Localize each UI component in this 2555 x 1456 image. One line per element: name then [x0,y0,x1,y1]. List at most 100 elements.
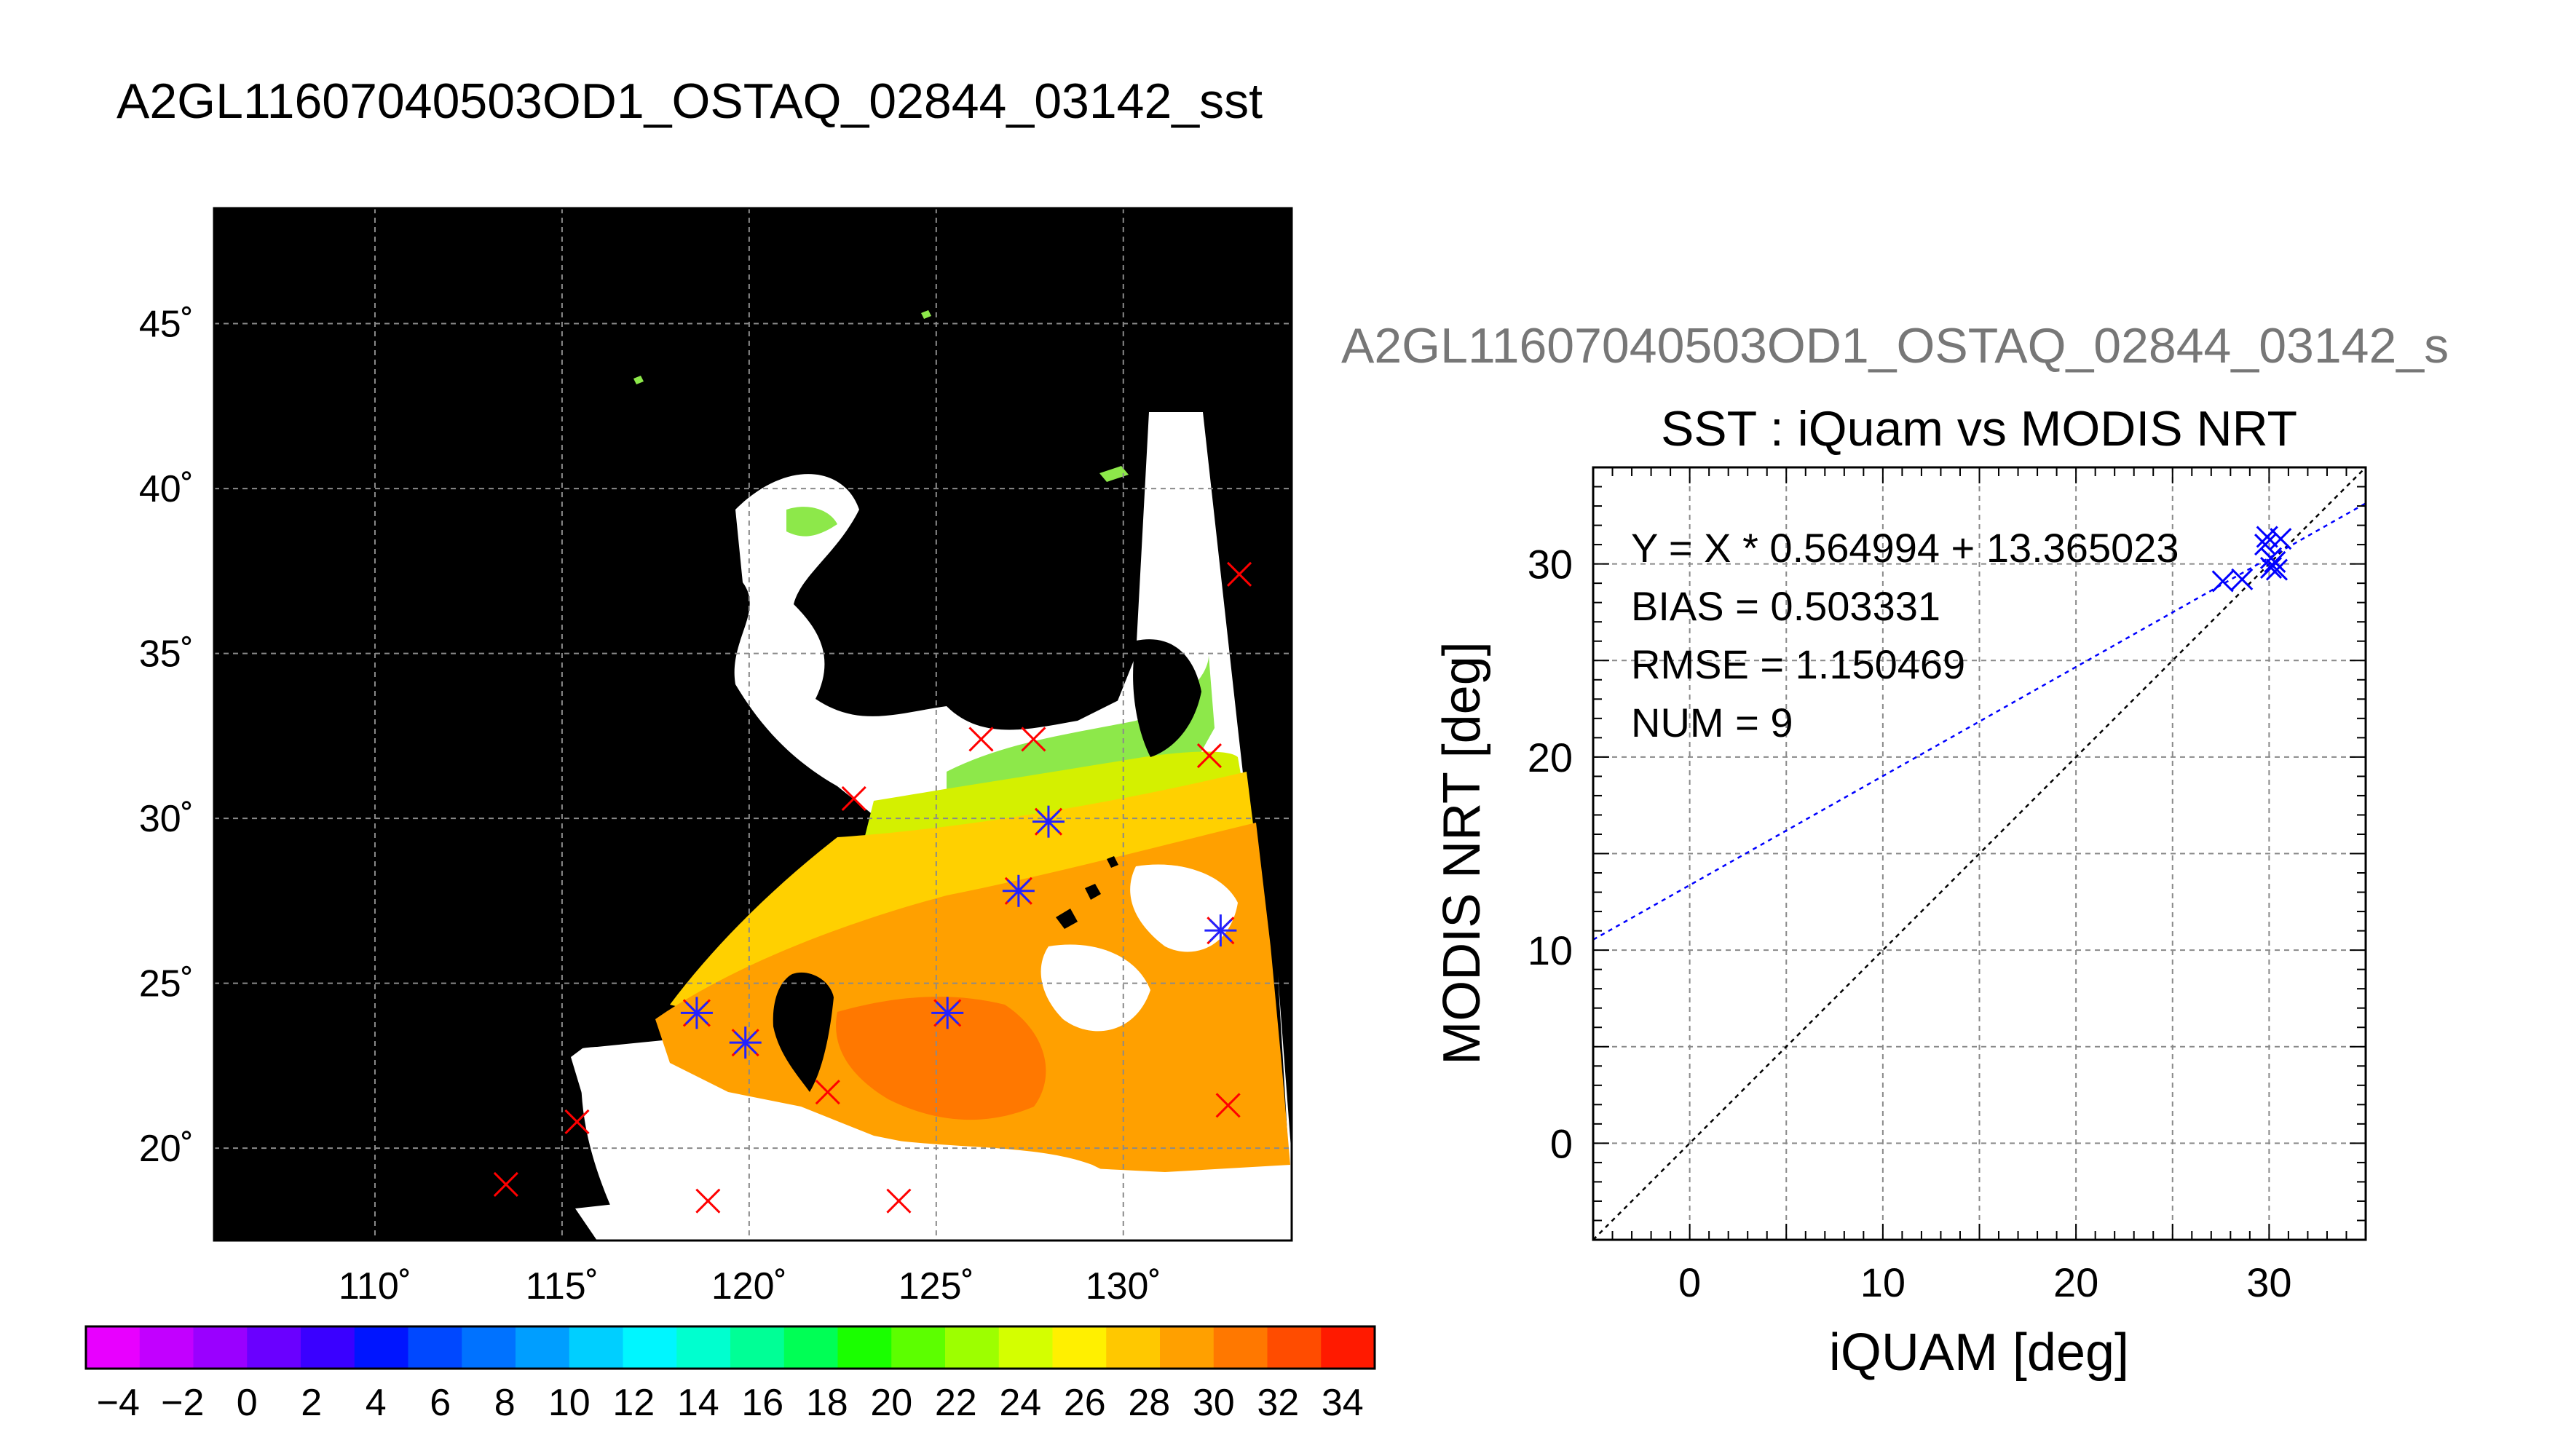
colorbar-segment [462,1326,516,1369]
map-lat-tick-label: 40˚ [139,468,194,510]
colorbar-tick-label: 6 [430,1382,451,1424]
scatter-point [2254,534,2277,556]
colorbar-segment [998,1326,1054,1369]
ocean-cloud-4 [581,1047,724,1241]
map-tick-labels: 110˚ 115˚ 120˚ 125˚ 130˚ 20˚ 25˚ 30˚ 35˚ 40˚ 45˚ [139,304,1161,1307]
map-matchup-red [968,727,994,752]
map-matchup-red [886,1188,912,1214]
colorbar-segment [1160,1326,1215,1369]
map-gridlines [214,208,1292,1241]
ryukyu-islands [1056,856,1118,929]
scatter-ylabel: MODIS NRT [deg] [1433,641,1491,1065]
map-matchup-red [841,786,866,811]
scatter-point [2256,526,2278,548]
colorbar-segment [354,1326,409,1369]
colorbar-tick-label: 28 [1128,1382,1170,1424]
colorbar-tick-label: 18 [806,1382,848,1424]
kyushu-landmass [1133,639,1201,757]
scatter-point [2265,558,2289,581]
map-matchup-red [1196,743,1223,769]
sst-orange-region [655,823,1290,1172]
colorbar-segment [516,1326,570,1369]
map-matchup-blue [729,1026,762,1059]
colorbar-segment [139,1326,194,1369]
scatter-y-tick-label: 20 [1528,735,1573,780]
colorbar-segment [569,1326,624,1369]
colorbar-tick-label: 34 [1322,1382,1364,1424]
scatter-x-tick-label: 20 [2053,1259,2098,1305]
map-matchup-red [815,1080,840,1105]
colorbar-segment [945,1326,1000,1369]
stats-rmse: RMSE = 1.150469 [1631,641,1965,687]
map-frame [213,207,1293,1242]
map-lon-tick-label: 110˚ [339,1265,411,1307]
colorbar-tick-label: 20 [870,1382,912,1424]
colorbar-segment [837,1326,892,1369]
scatter-y-tick-label: 0 [1550,1120,1573,1166]
map-matchup-markers [493,561,1252,1214]
one-to-one-line [1593,467,2366,1240]
map-matchup-blue [680,997,713,1029]
colorbar-frame [84,1325,1376,1370]
colorbar-segment [1267,1326,1322,1369]
colorbar-tick-label: 4 [366,1382,387,1424]
scatter-title: SST : iQuam vs MODIS NRT [1661,401,2297,456]
stats-num: NUM = 9 [1631,700,1793,745]
colorbar-tick-label: 22 [935,1382,977,1424]
scatter-y-tick-label: 10 [1528,927,1573,973]
map-matchup-red [1226,561,1252,587]
scatter-panel: A2GL11607040503OD1_OSTAQ_02844_03142_s S… [1341,318,2449,1382]
colorbar-segment [1052,1326,1107,1369]
scatter-header: A2GL11607040503OD1_OSTAQ_02844_03142_s [1341,318,2449,373]
map-lat-tick-label: 30˚ [139,798,194,840]
scatter-point [2231,568,2254,590]
colorbar-tick-label: 14 [677,1382,719,1424]
colorbar-segment [247,1326,301,1369]
colorbar-tick-labels: −4 −2 0 2 4 6 8 10 12 14 16 18 20 22 24 26 28 30 32 34 [97,1382,1364,1424]
colorbar-tick-label: 2 [301,1382,322,1424]
map-lat-tick-label: 45˚ [139,304,194,346]
colorbar-tick-label: 16 [741,1382,783,1424]
map-matchup-blue [1032,805,1065,838]
main-title: A2GL11607040503OD1_OSTAQ_02844_03142_sst [117,74,1263,129]
colorbar-segment [891,1326,946,1369]
map-lon-tick-label: 120˚ [711,1265,787,1307]
colorbar-segment [193,1326,248,1369]
map-matchup-red [493,1171,518,1198]
scatter-x-tick-label: 0 [1678,1259,1701,1305]
colorbar-tick-label: 24 [999,1382,1041,1424]
scatter-point [2211,570,2234,593]
sst-map: 110˚ 115˚ 120˚ 125˚ 130˚ 20˚ 25˚ 30˚ 35˚ 40˚ 45˚ [139,207,1293,1307]
map-lon-tick-label: 125˚ [899,1265,974,1307]
map-matchup-red [1021,727,1046,752]
sst-colorbar: −4 −2 0 2 4 6 8 10 12 14 16 18 20 22 24 26 28 30 32 34 [84,1325,1376,1424]
sst-dark-orange-core [836,997,1046,1120]
scatter-x-tick-label: 30 [2246,1259,2291,1305]
map-lon-tick-label: 130˚ [1086,1265,1161,1307]
map-matchup-blue [1204,914,1237,947]
colorbar-tick-label: 26 [1064,1382,1106,1424]
scatter-gridlines [1593,467,2366,1240]
colorbar-segment [86,1326,141,1369]
colorbar-segment [730,1326,785,1369]
colorbar-tick-label: 8 [494,1382,516,1424]
colorbar-segments [86,1326,1375,1369]
colorbar-segment [408,1326,462,1369]
map-matchup-blue [1002,874,1035,907]
colorbar-segment [623,1326,677,1369]
map-matchup-red [1215,1093,1241,1118]
scatter-point [2259,556,2283,579]
scatter-point [2264,550,2286,574]
colorbar-tick-label: 32 [1257,1382,1299,1424]
colorbar-segment [301,1326,355,1369]
scatter-tick-labels: 0 10 20 30 0 10 20 30 [1528,542,2292,1305]
scatter-minor-ticks [1592,467,2366,1241]
colorbar-segment [783,1326,839,1369]
map-lat-tick-label: 25˚ [139,963,194,1005]
colorbar-tick-label: 30 [1193,1382,1235,1424]
korea-peninsula [859,473,1121,701]
map-matchup-red [564,1109,590,1134]
scatter-point [2270,528,2292,550]
stats-fit-equation: Y = X * 0.564994 + 13.365023 [1631,525,2179,571]
